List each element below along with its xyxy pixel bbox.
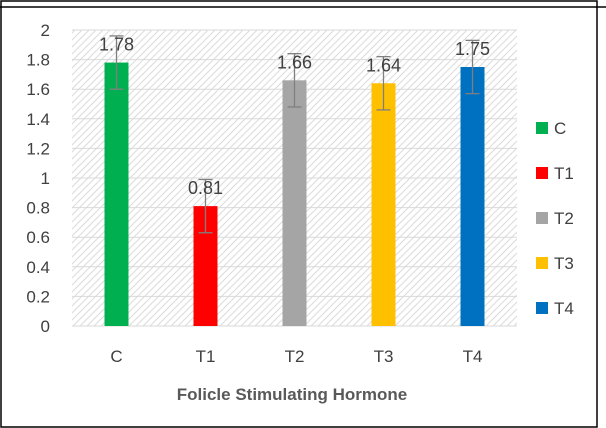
legend-label: C bbox=[554, 119, 566, 138]
bar-c bbox=[104, 62, 129, 327]
legend-swatch bbox=[536, 212, 548, 224]
x-tick-label: T3 bbox=[374, 347, 394, 366]
legend-swatch bbox=[536, 302, 548, 314]
y-tick-label: 1.2 bbox=[26, 139, 50, 158]
y-tick-label: 1.4 bbox=[26, 110, 50, 129]
y-tick-label: 0 bbox=[41, 317, 50, 336]
y-tick-label: 1.6 bbox=[26, 80, 50, 99]
data-label: 1.75 bbox=[455, 39, 490, 59]
y-tick-label: 1 bbox=[41, 169, 50, 188]
data-labels: 1.78 0.81 1.66 1.64 1.75 bbox=[99, 35, 490, 199]
x-axis: C T1 T2 T3 T4 bbox=[110, 347, 482, 366]
bar-t2 bbox=[282, 80, 307, 326]
bar-t4 bbox=[460, 67, 485, 326]
legend-label: T4 bbox=[554, 299, 574, 318]
y-tick-label: 2 bbox=[41, 21, 50, 40]
legend: C T1 T2 T3 T4 bbox=[536, 119, 574, 318]
legend-swatch bbox=[536, 122, 548, 134]
x-tick-label: T1 bbox=[196, 347, 216, 366]
data-label: 0.81 bbox=[188, 178, 223, 198]
data-label: 1.64 bbox=[366, 55, 401, 75]
data-label: 1.78 bbox=[99, 35, 134, 55]
y-tick-label: 0.6 bbox=[26, 228, 50, 247]
y-tick-label: 0.8 bbox=[26, 199, 50, 218]
legend-swatch bbox=[536, 167, 548, 179]
y-axis: 0 0.2 0.4 0.6 0.8 1 1.2 1.4 1.6 1.8 2 bbox=[26, 21, 50, 336]
bar-t3 bbox=[371, 83, 396, 326]
legend-label: T2 bbox=[554, 209, 574, 228]
x-tick-label: T2 bbox=[285, 347, 305, 366]
error-bars bbox=[109, 35, 480, 234]
y-tick-label: 0.4 bbox=[26, 258, 50, 277]
y-tick-label: 0.2 bbox=[26, 287, 50, 306]
x-tick-label: C bbox=[110, 347, 122, 366]
legend-swatch bbox=[536, 257, 548, 269]
x-tick-label: T4 bbox=[463, 347, 483, 366]
legend-label: T1 bbox=[554, 164, 574, 183]
y-tick-label: 1.8 bbox=[26, 51, 50, 70]
data-label: 1.66 bbox=[277, 52, 312, 72]
legend-label: T3 bbox=[554, 254, 574, 273]
x-axis-title: Folicle Stimulating Hormone bbox=[177, 385, 407, 404]
